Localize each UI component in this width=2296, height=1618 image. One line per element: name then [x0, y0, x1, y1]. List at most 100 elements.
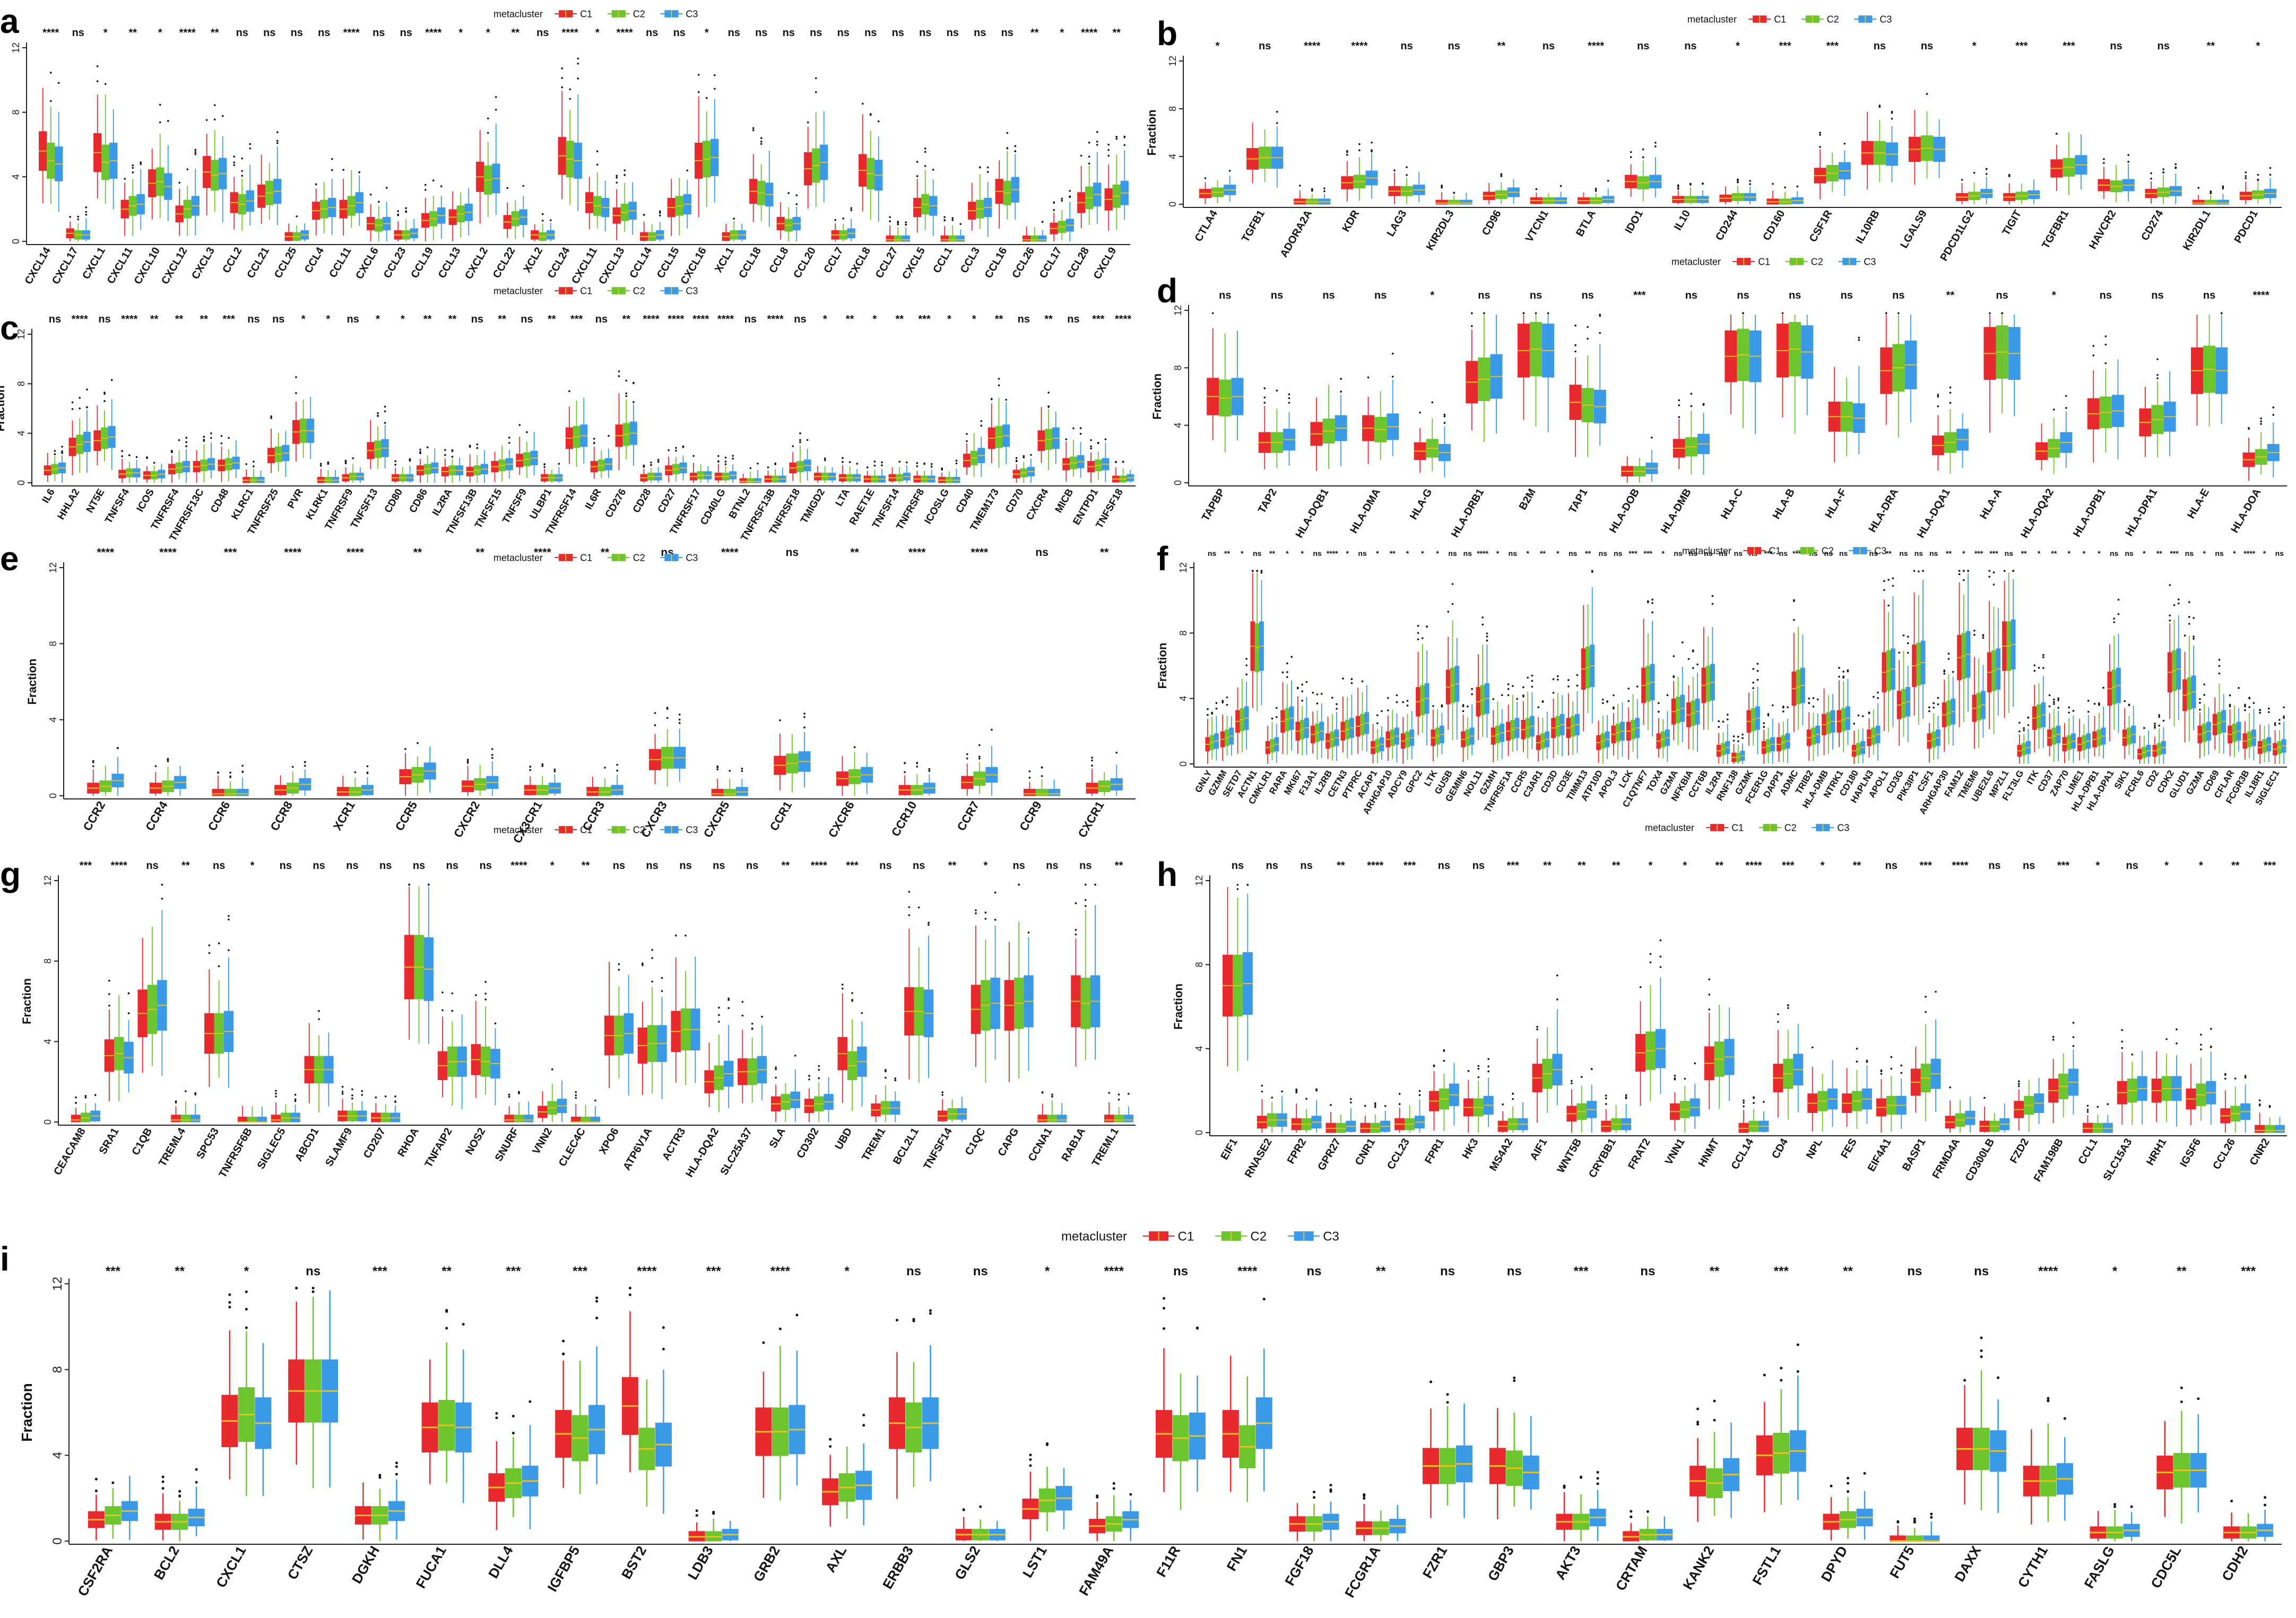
gene-group: ****IL2RB [1312, 549, 1339, 796]
outlier-point [1091, 756, 1093, 759]
outlier-point [1858, 339, 1860, 341]
significance-label: ns [98, 314, 110, 325]
outlier-point [342, 169, 345, 171]
outlier-point [1752, 682, 1754, 684]
significance-label: **** [121, 314, 137, 325]
outlier-point [318, 1010, 320, 1012]
outlier-point [2027, 724, 2030, 726]
outlier-point [61, 446, 63, 448]
outlier-point [526, 431, 528, 433]
outlier-point [85, 211, 88, 213]
legend-title: metacluster [1682, 545, 1731, 556]
y-tick-label: 4 [1167, 154, 1178, 159]
outlier-point [1117, 1098, 1120, 1101]
outlier-point [487, 132, 489, 134]
outlier-point [848, 461, 851, 463]
outlier-point [659, 210, 661, 213]
gene-label: KLRK1 [304, 487, 331, 522]
outlier-point [2224, 1074, 2226, 1076]
legend-d: metacluster C1 C2 C3 [1671, 256, 1876, 267]
outlier-point [1922, 570, 1924, 572]
outlier-point [741, 768, 743, 770]
outlier-point [1006, 132, 1009, 134]
outlier-point [692, 455, 695, 457]
outlier-point [618, 375, 620, 377]
outlier-point [616, 769, 618, 772]
gene-label: CXCR4 [1024, 487, 1051, 523]
outlier-point [331, 158, 333, 160]
outlier-point [577, 57, 579, 60]
outlier-point [877, 120, 880, 123]
outlier-point [716, 768, 718, 771]
gene-label: CCL3 [958, 246, 982, 275]
legend-label-c2: C2 [633, 8, 645, 19]
outlier-point [1091, 764, 1093, 767]
outlier-point [295, 1286, 298, 1290]
outlier-point [341, 1093, 344, 1095]
outlier-point [512, 1431, 515, 1434]
outlier-point [751, 1022, 753, 1025]
outlier-point [2188, 623, 2190, 625]
significance-label: * [2083, 549, 2086, 558]
gene-label: CCL15 [655, 246, 682, 281]
significance-label: ** [1115, 860, 1123, 872]
gene-label: CD274 [2139, 208, 2166, 243]
outlier-point [2117, 613, 2120, 615]
significance-label: ns [1079, 860, 1091, 872]
significance-label: **** [1477, 549, 1488, 558]
significance-label: **** [1588, 40, 1604, 52]
outlier-point [1913, 570, 1916, 572]
outlier-point [1684, 1077, 1686, 1080]
gene-label: HLA-DOB [1607, 487, 1642, 535]
outlier-point [194, 149, 197, 151]
outlier-point [1096, 141, 1098, 143]
panel-e: e04812Fraction****CCR2****CCR4***CCR6***… [0, 540, 1136, 846]
outlier-point [2017, 1083, 2020, 1085]
panel-letter-e: e [0, 540, 19, 578]
outlier-point [994, 919, 997, 921]
outlier-point [2278, 723, 2281, 725]
outlier-point [651, 980, 654, 983]
outlier-point [941, 1094, 944, 1096]
outlier-point [1983, 1097, 1986, 1099]
gene-group: **GZMM [1207, 549, 1234, 797]
outlier-point [228, 437, 230, 439]
significance-label: ns [1322, 290, 1335, 301]
outlier-point [541, 213, 544, 215]
outlier-point [1075, 902, 1077, 904]
outlier-point [1051, 1095, 1053, 1098]
gene-group: *ADCY9 [1385, 549, 1415, 800]
panel-i: i04812Fraction***CSF2RA**BCL2*CXCL1nsCTS… [0, 1240, 2282, 1600]
outlier-point [2113, 617, 2115, 620]
gene-label: CD207 [361, 1126, 388, 1161]
outlier-point [508, 1093, 510, 1096]
outlier-point [1462, 710, 1465, 712]
outlier-point [1842, 676, 1844, 679]
outlier-point [1689, 184, 1692, 186]
gene-label: CCL23 [382, 246, 409, 281]
outlier-point [1918, 570, 1920, 573]
significance-label: ns [1509, 549, 1518, 558]
outlier-point [604, 767, 606, 769]
outlier-point [1079, 432, 1082, 435]
outlier-point [924, 147, 926, 150]
box-c3 [1460, 199, 1472, 205]
outlier-point [409, 458, 411, 460]
outlier-point [1065, 438, 1068, 440]
outlier-point [241, 764, 244, 767]
outlier-point [2188, 616, 2190, 618]
outlier-point [724, 456, 727, 459]
outlier-point [1358, 149, 1361, 152]
box-c2 [1036, 788, 1049, 796]
outlier-point [1346, 151, 1348, 153]
outlier-point [1288, 393, 1290, 396]
outlier-point [775, 1068, 777, 1071]
outlier-point [608, 434, 610, 437]
significance-label: ns [794, 314, 806, 325]
